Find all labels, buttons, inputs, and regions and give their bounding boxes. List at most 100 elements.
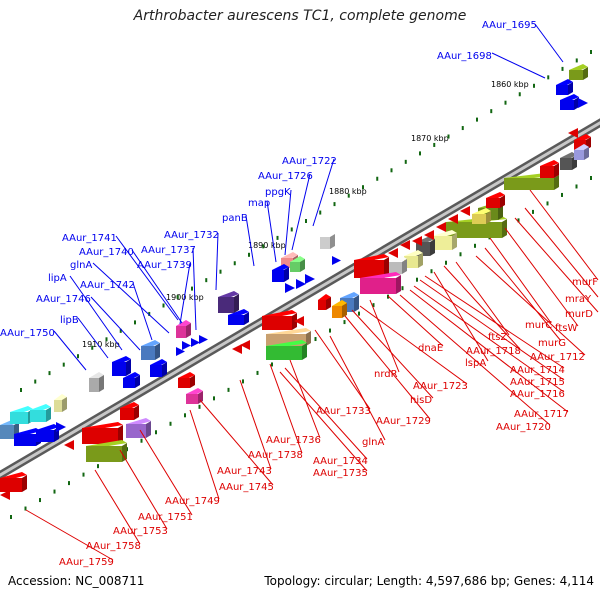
leader-line-reverse bbox=[489, 237, 552, 324]
gene-box-purple bbox=[218, 291, 239, 313]
gene-arrow-reverse bbox=[568, 128, 578, 138]
backbone-layer bbox=[0, 118, 600, 480]
gene-arrow-forward bbox=[305, 274, 315, 284]
gene-box-reverse bbox=[354, 254, 389, 278]
gene-label-forward: AAur_1695 bbox=[482, 20, 537, 31]
gene-box-forward bbox=[112, 356, 131, 376]
gene-label-reverse: AAur_1743 bbox=[217, 466, 272, 477]
kbp-dot-inner bbox=[227, 387, 230, 392]
gene-label-reverse: AAur_1716 bbox=[510, 389, 565, 400]
gene-label-forward: AAur_1732 bbox=[164, 230, 219, 241]
gene-box-reverse bbox=[178, 372, 195, 388]
kbp-dot-inner bbox=[546, 201, 549, 206]
gene-box-reverse bbox=[540, 160, 559, 178]
labels-layer: AAur_1695 AAur_1698 AAur_1722 AAur_1726 ppgK… bbox=[0, 20, 598, 568]
gene-arrow-forward bbox=[578, 98, 588, 108]
kbp-tick-label: 1870 kbp bbox=[411, 134, 449, 143]
kbp-tick-label: 1910 kbp bbox=[82, 340, 120, 349]
kbp-dot-outer bbox=[262, 244, 265, 249]
kbp-dot-outer bbox=[248, 252, 250, 257]
gene-label-reverse: AAur_1738 bbox=[248, 450, 303, 461]
gene-label-forward: AAur_1739 bbox=[137, 260, 192, 271]
leader-line-reverse bbox=[351, 309, 434, 399]
kbp-dot-inner bbox=[140, 438, 143, 443]
kbp-dot-outer bbox=[305, 219, 307, 223]
gene-box-grey bbox=[386, 256, 407, 274]
kbp-dot-inner bbox=[271, 362, 273, 367]
gene-label-reverse: nrdR bbox=[374, 369, 398, 380]
kbp-tick-label: 1860 kbp bbox=[491, 80, 529, 89]
gene-box-paleyellow bbox=[432, 230, 457, 250]
gene-label-forward: panB bbox=[222, 213, 248, 224]
kbp-dot-inner bbox=[184, 413, 186, 418]
kbp-dot-inner bbox=[155, 430, 157, 435]
kbp-dot-outer bbox=[433, 142, 436, 147]
kbp-dot-outer bbox=[362, 185, 364, 190]
leader-line-reverse bbox=[314, 329, 371, 410]
gene-label-reverse: murD bbox=[565, 309, 593, 320]
kbp-dot-inner bbox=[474, 243, 476, 248]
kbp-dot-outer bbox=[533, 83, 535, 88]
gene-label-reverse: lspA bbox=[465, 358, 486, 369]
leader-line-reverse bbox=[289, 359, 321, 439]
kbp-dot-outer bbox=[590, 50, 592, 54]
kbp-dot-outer bbox=[504, 100, 507, 105]
gene-box-magenta bbox=[176, 320, 191, 338]
gene-box-steel bbox=[141, 340, 160, 360]
gene-label-forward: AAur_1737 bbox=[141, 245, 196, 256]
gene-label-forward: AAur_1746 bbox=[36, 294, 91, 305]
gene-box-grey bbox=[320, 231, 335, 249]
gene-box-forward bbox=[150, 359, 167, 377]
kbp-dot-outer bbox=[77, 354, 79, 359]
gene-arrow-reverse bbox=[448, 214, 458, 224]
kbp-dot-outer bbox=[461, 126, 464, 131]
gene-label-reverse: AAur_1745 bbox=[219, 482, 274, 493]
gene-arrow-reverse bbox=[240, 340, 250, 350]
kbp-dot-inner bbox=[532, 209, 534, 214]
leader-line-reverse bbox=[119, 449, 168, 530]
gene-box-forward bbox=[123, 372, 140, 388]
kbp-dot-inner bbox=[10, 515, 12, 519]
leader-line-reverse bbox=[399, 294, 551, 426]
gene-label-reverse: ftsZ bbox=[488, 332, 507, 343]
kbp-dot-inner bbox=[575, 184, 578, 189]
gene-label-forward: AAur_1742 bbox=[80, 280, 135, 291]
gene-arrow-forward bbox=[182, 341, 191, 350]
leader-line-forward bbox=[491, 52, 546, 79]
gene-label-reverse: glnA bbox=[362, 437, 384, 448]
kbp-dots-layer: 1860 kbp 1870 kbp 1880 kbp 1890 kbp 1900 kbp… bbox=[10, 50, 592, 519]
leader-line-forward bbox=[291, 173, 311, 251]
kbp-dot-outer bbox=[62, 362, 65, 367]
gene-box-purple bbox=[126, 418, 151, 438]
leader-line-forward bbox=[132, 282, 153, 341]
leader-line-reverse bbox=[424, 275, 565, 369]
gene-label-reverse: AAur_1736 bbox=[266, 435, 321, 446]
kbp-dot-inner bbox=[329, 328, 331, 333]
gene-box-khaki bbox=[54, 394, 67, 412]
gene-label-reverse: AAur_1720 bbox=[496, 422, 551, 433]
topology-text: Topology: circular; Length: 4,597,686 bp… bbox=[264, 574, 594, 588]
kbp-dot-outer bbox=[476, 117, 478, 122]
kbp-dot-outer bbox=[134, 320, 136, 325]
gene-arrow-reverse bbox=[412, 236, 422, 246]
gene-label-forward: lipA bbox=[48, 273, 67, 284]
kbp-dot-outer bbox=[575, 58, 578, 63]
leader-line-reverse bbox=[94, 469, 141, 545]
gene-label-reverse: AAur_1718 bbox=[466, 346, 521, 357]
gene-box-forward bbox=[560, 94, 579, 110]
gene-box-orange bbox=[332, 300, 347, 318]
kbp-dot-inner bbox=[401, 286, 404, 291]
leader-line-forward bbox=[90, 296, 141, 351]
gene-box-magenta bbox=[186, 388, 203, 404]
leader-line-reverse bbox=[529, 189, 599, 281]
kbp-dot-outer bbox=[376, 176, 379, 181]
leader-line-forward bbox=[245, 215, 255, 267]
gene-box-forward bbox=[272, 264, 289, 282]
gene-label-forward: AAur_1722 bbox=[282, 156, 337, 167]
gene-box-reverse bbox=[318, 294, 331, 310]
gene-arrow-reverse bbox=[232, 344, 242, 354]
gene-box-forward bbox=[36, 424, 59, 442]
leader-line-forward bbox=[312, 158, 335, 227]
gene-label-forward: ppgK bbox=[265, 187, 291, 198]
